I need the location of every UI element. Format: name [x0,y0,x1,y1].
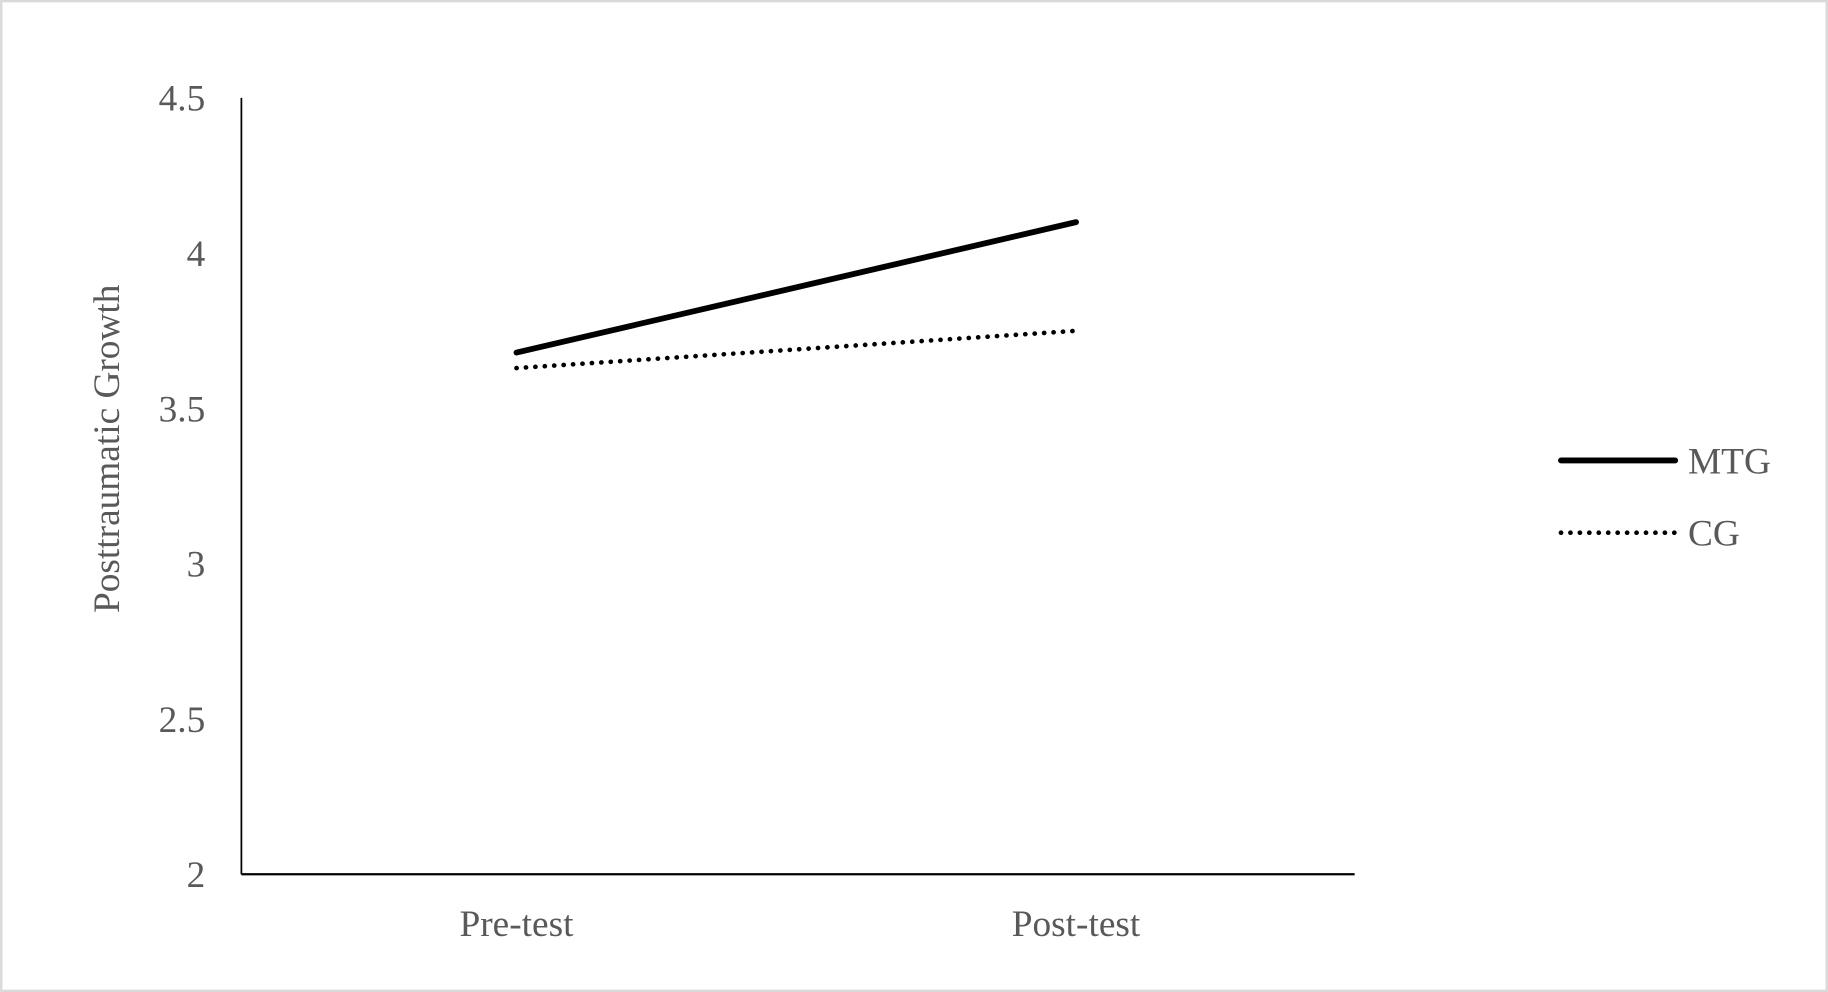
legend-label: MTG [1688,441,1771,482]
x-tick-label: Post-test [1012,904,1141,945]
y-tick-label: 2 [187,855,206,896]
y-tick-label: 3 [187,545,206,586]
y-tick-label: 4 [187,234,206,275]
y-tick-label: 2.5 [159,700,206,741]
y-tick-label: 4.5 [159,79,206,120]
series-line-cg [514,328,1079,371]
y-axis-label: Posttraumatic Growth [87,284,128,613]
legend-label: CG [1688,514,1740,555]
x-tick-label: Pre-test [460,904,575,945]
y-tick-label: 3.5 [159,389,206,430]
series-line-mtg [513,219,1079,356]
